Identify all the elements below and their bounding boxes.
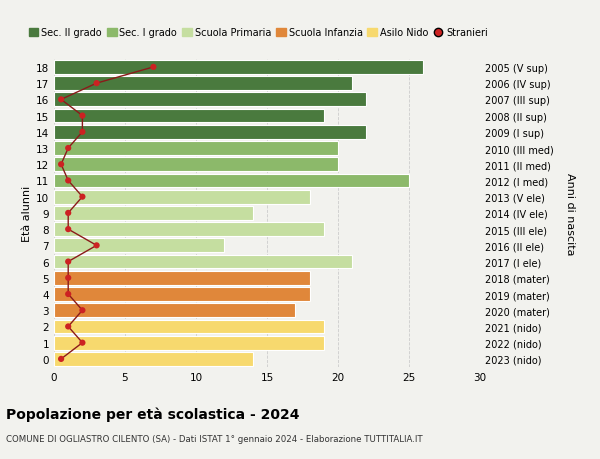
Legend: Sec. II grado, Sec. I grado, Scuola Primaria, Scuola Infanzia, Asilo Nido, Stran: Sec. II grado, Sec. I grado, Scuola Prim… xyxy=(25,24,491,42)
Bar xyxy=(54,174,409,188)
Text: Popolazione per età scolastica - 2024: Popolazione per età scolastica - 2024 xyxy=(6,406,299,421)
Point xyxy=(77,307,87,314)
Bar xyxy=(54,352,253,366)
Bar xyxy=(54,336,324,350)
Point xyxy=(149,64,158,72)
Bar xyxy=(54,61,423,75)
Y-axis label: Anni di nascita: Anni di nascita xyxy=(565,172,575,255)
Point xyxy=(64,274,73,282)
Point xyxy=(64,210,73,217)
Bar xyxy=(54,287,310,301)
Point xyxy=(56,96,66,104)
Bar xyxy=(54,93,367,107)
Bar xyxy=(54,190,310,204)
Bar xyxy=(54,223,324,236)
Bar xyxy=(54,239,224,253)
Point xyxy=(92,242,101,250)
Point xyxy=(64,323,73,330)
Point xyxy=(64,226,73,233)
Bar xyxy=(54,207,253,220)
Point xyxy=(56,355,66,363)
Bar xyxy=(54,320,324,334)
Text: COMUNE DI OGLIASTRO CILENTO (SA) - Dati ISTAT 1° gennaio 2024 - Elaborazione TUT: COMUNE DI OGLIASTRO CILENTO (SA) - Dati … xyxy=(6,434,422,443)
Bar xyxy=(54,271,310,285)
Point xyxy=(64,258,73,266)
Bar xyxy=(54,109,324,123)
Point xyxy=(64,291,73,298)
Point xyxy=(77,194,87,201)
Point xyxy=(92,80,101,88)
Point xyxy=(64,145,73,152)
Point xyxy=(77,129,87,136)
Bar xyxy=(54,158,338,172)
Bar xyxy=(54,142,338,156)
Bar xyxy=(54,77,352,91)
Y-axis label: Età alunni: Età alunni xyxy=(22,185,32,241)
Point xyxy=(56,161,66,168)
Point xyxy=(77,112,87,120)
Point xyxy=(64,177,73,185)
Bar xyxy=(54,126,367,140)
Bar xyxy=(54,255,352,269)
Point xyxy=(77,339,87,347)
Bar xyxy=(54,304,295,318)
